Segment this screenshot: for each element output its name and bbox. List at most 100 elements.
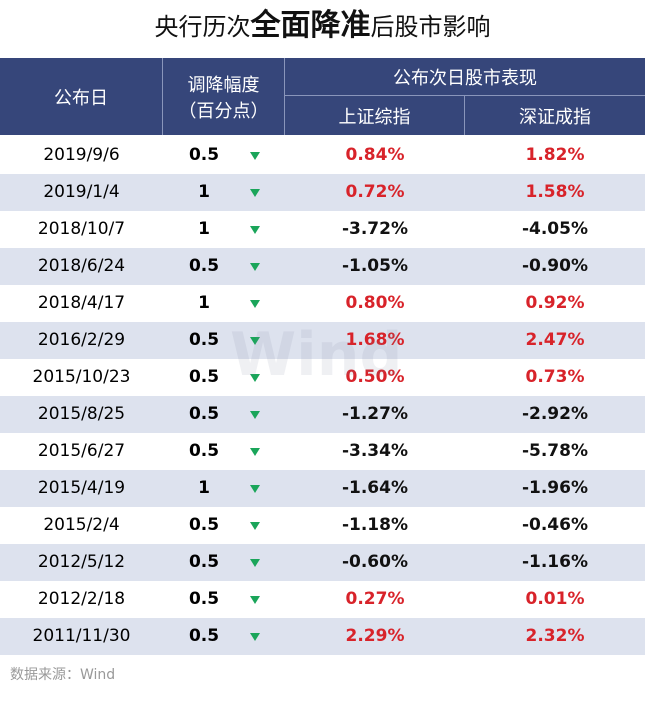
header-cell: 上证综指	[285, 96, 465, 135]
change-cell: -3.34%	[341, 441, 409, 461]
change-cell: -1.27%	[341, 404, 409, 424]
change-cell: -0.90%	[521, 256, 589, 276]
cut-cell: 0.5	[188, 552, 220, 572]
change-cell: -1.05%	[341, 256, 409, 276]
date-cell: 2015/8/25	[37, 404, 126, 424]
change-cell: 1.58%	[525, 182, 585, 202]
header-cell: 调降幅度 （百分点）	[163, 58, 285, 135]
date-cell: 2012/2/18	[37, 589, 126, 609]
change-cell: 2.29%	[345, 626, 405, 646]
date-cell: 2011/11/30	[32, 626, 131, 646]
change-cell: -3.72%	[341, 219, 409, 239]
down-arrow-icon	[250, 374, 260, 382]
change-cell: 0.84%	[345, 145, 405, 165]
down-arrow-icon	[250, 411, 260, 419]
change-cell: 0.92%	[525, 293, 585, 313]
date-cell: 2019/1/4	[43, 182, 120, 202]
date-cell: 2019/9/6	[43, 145, 120, 165]
date-cell: 2015/6/27	[37, 441, 126, 461]
date-cell: 2015/2/4	[43, 515, 120, 535]
table-row: 2012/5/12 0.5 -0.60% -1.16%	[0, 544, 645, 581]
cut-cell: 0.5	[188, 367, 220, 387]
date-cell: 2018/6/24	[37, 256, 126, 276]
change-cell: -4.05%	[521, 219, 589, 239]
down-arrow-icon	[250, 633, 260, 641]
down-arrow-icon	[250, 263, 260, 271]
change-cell: -1.18%	[341, 515, 409, 535]
table-row: 2018/6/24 0.5 -1.05% -0.90%	[0, 248, 645, 285]
date-cell: 2015/4/19	[37, 478, 126, 498]
down-arrow-icon	[250, 226, 260, 234]
table-row: 2018/4/17 1 0.80% 0.92%	[0, 285, 645, 322]
table-body: 2019/9/6 0.5 0.84% 1.82% 2019/1/4 1 0.72% 1.58%…	[0, 137, 645, 655]
title: 央行历次全面降准后股市影响	[0, 0, 645, 52]
table-header: 公布日 调降幅度 （百分点） 公布次日股市表现 上证综指 深证成指	[0, 58, 645, 135]
down-arrow-icon	[250, 559, 260, 567]
cut-cell: 0.5	[188, 441, 220, 461]
cut-cell: 0.5	[188, 404, 220, 424]
change-cell: 2.32%	[525, 626, 585, 646]
header-text: 深证成指	[519, 106, 591, 128]
table-row: 2015/10/23 0.5 0.50% 0.73%	[0, 359, 645, 396]
cut-cell: 0.5	[188, 626, 220, 646]
date-cell: 2018/4/17	[37, 293, 126, 313]
change-cell: 1.82%	[525, 145, 585, 165]
table-row: 2015/2/4 0.5 -1.18% -0.46%	[0, 507, 645, 544]
date-cell: 2012/5/12	[37, 552, 126, 572]
cut-cell: 0.5	[188, 256, 220, 276]
header-text: 公布次日股市表现	[393, 67, 537, 89]
change-cell: -5.78%	[521, 441, 589, 461]
cut-cell: 1	[198, 219, 210, 239]
cut-cell: 0.5	[188, 330, 220, 350]
cut-cell: 1	[198, 182, 210, 202]
down-arrow-icon	[250, 337, 260, 345]
cut-cell: 1	[198, 293, 210, 313]
change-cell: -1.96%	[521, 478, 589, 498]
change-cell: -0.60%	[341, 552, 409, 572]
down-arrow-icon	[250, 522, 260, 530]
header-text: 上证综指	[338, 106, 411, 128]
title-part: 央行历次	[154, 13, 251, 41]
source-note: 数据来源：Wind	[10, 667, 116, 683]
change-cell: 0.80%	[345, 293, 405, 313]
title-part: 后股市影响	[370, 13, 491, 41]
change-cell: -0.46%	[521, 515, 589, 535]
change-cell: 2.47%	[525, 330, 585, 350]
change-cell: -1.64%	[341, 478, 409, 498]
cut-cell: 0.5	[188, 145, 220, 165]
watermark: Wind	[230, 320, 403, 390]
title-emphasis: 全面降准	[250, 8, 371, 43]
cut-cell: 0.5	[188, 515, 220, 535]
table-row: 2015/6/27 0.5 -3.34% -5.78%	[0, 433, 645, 470]
table-row: 2016/2/29 0.5 1.68% 2.47%	[0, 322, 645, 359]
table-row: 2019/9/6 0.5 0.84% 1.82%	[0, 137, 645, 174]
change-cell: -1.16%	[521, 552, 589, 572]
change-cell: 0.01%	[525, 589, 585, 609]
date-cell: 2016/2/29	[37, 330, 126, 350]
date-cell: 2018/10/7	[37, 219, 126, 239]
change-cell: 0.50%	[345, 367, 405, 387]
header-cell: 公布日	[0, 58, 163, 135]
change-cell: 0.73%	[525, 367, 585, 387]
table-row: 2015/4/19 1 -1.64% -1.96%	[0, 470, 645, 507]
change-cell: 0.27%	[345, 589, 405, 609]
header-text: 调降幅度	[187, 74, 260, 96]
header-cell: 深证成指	[465, 96, 645, 135]
change-cell: 0.72%	[345, 182, 405, 202]
down-arrow-icon	[250, 300, 260, 308]
table-row: 2011/11/30 0.5 2.29% 2.32%	[0, 618, 645, 655]
down-arrow-icon	[250, 152, 260, 160]
table-row: 2012/2/18 0.5 0.27% 0.01%	[0, 581, 645, 618]
table-row: 2019/1/4 1 0.72% 1.58%	[0, 174, 645, 211]
header-text: 公布日	[54, 87, 108, 109]
date-cell: 2015/10/23	[32, 367, 131, 387]
change-cell: -2.92%	[521, 404, 589, 424]
header-cell: 公布次日股市表现	[285, 58, 645, 96]
header-text: （百分点）	[178, 100, 269, 122]
down-arrow-icon	[250, 448, 260, 456]
table-row: 2015/8/25 0.5 -1.27% -2.92%	[0, 396, 645, 433]
cut-cell: 0.5	[188, 589, 220, 609]
down-arrow-icon	[250, 596, 260, 604]
table-row: 2018/10/7 1 -3.72% -4.05%	[0, 211, 645, 248]
